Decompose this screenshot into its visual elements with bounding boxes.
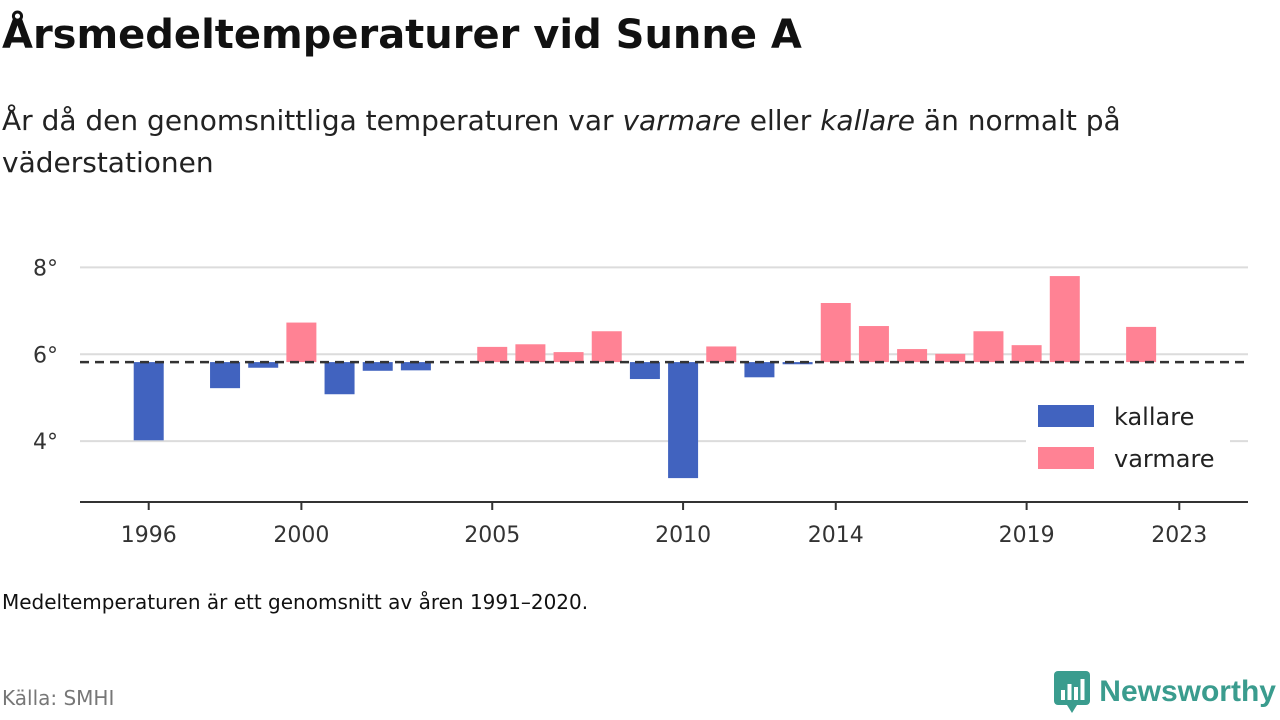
bar-2008 [591,331,622,363]
x-tick-label: 2010 [655,523,711,548]
bar-2013 [782,362,813,365]
bar-2020 [1049,276,1080,363]
x-tick-label: 2000 [273,523,329,548]
bar-1996 [133,362,164,441]
chart-note: Medeltemperaturen är ett genomsnitt av å… [2,590,589,614]
source-label: Källa: SMHI [2,686,115,710]
legend-label-kallare: kallare [1114,403,1194,431]
bar-2005 [477,346,508,363]
bar-2014 [820,303,851,363]
subtitle-text-2: eller [740,104,821,137]
bar-2003 [400,362,431,371]
y-tick-label: 8° [33,256,58,281]
page-title: Årsmedeltemperaturer vid Sunne A [2,12,802,58]
x-tick-label: 2023 [1151,523,1207,548]
bar-1999 [248,362,279,368]
bar-2019 [1011,345,1042,363]
x-tick-label: 2005 [464,523,520,548]
y-tick-label: 6° [33,343,58,368]
bar-2016 [897,349,928,363]
x-tick-label: 1996 [121,523,177,548]
bar-2015 [858,326,889,363]
bar-2002 [362,362,393,371]
bar-2012 [744,362,775,378]
bar-2018 [973,331,1004,363]
brand-logo: Newsworthy [1053,670,1276,714]
page-subtitle: År då den genomsnittliga temperaturen va… [2,100,1262,184]
subtitle-text-3: än normalt på väderstationen [2,104,1121,179]
bar-2022 [1126,326,1157,363]
bar-2000 [286,322,317,363]
newsworthy-logo-icon [1054,671,1091,713]
y-tick-label: 4° [33,430,58,455]
bar-2009 [629,362,660,380]
bar-2001 [324,362,355,395]
bar-1998 [210,362,241,389]
x-tick-label: 2019 [999,523,1055,548]
subtitle-text-1: År då den genomsnittliga temperaturen va… [2,104,623,137]
legend-label-varmare: varmare [1114,445,1215,473]
bar-2007 [553,352,584,363]
subtitle-emphasis-warmer: varmare [622,104,741,137]
bar-2011 [706,346,737,363]
bar-2010 [668,362,699,479]
brand-name: Newsworthy [1099,675,1276,708]
x-tick-label: 2014 [808,523,864,548]
legend-swatch-kallare [1038,405,1094,427]
legend-swatch-varmare [1038,447,1094,469]
bar-2006 [515,344,546,363]
subtitle-emphasis-colder: kallare [820,104,916,137]
bar-2017 [935,353,966,363]
